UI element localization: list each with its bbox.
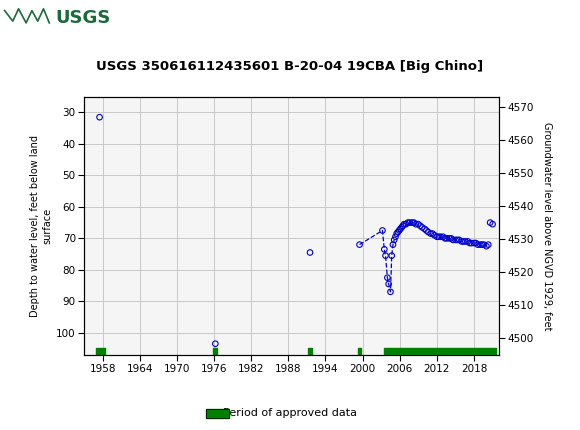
Point: [211, 340, 220, 347]
Point: [447, 235, 456, 242]
Point: [397, 224, 406, 231]
Point: [436, 233, 445, 240]
Point: [394, 227, 404, 234]
Point: [465, 240, 474, 246]
Text: USGS 350616112435601 B-20-04 19CBA [Big Chino]: USGS 350616112435601 B-20-04 19CBA [Big …: [96, 60, 484, 73]
Text: Period of approved data: Period of approved data: [223, 408, 357, 418]
Point: [398, 222, 408, 229]
Point: [389, 241, 398, 248]
Point: [455, 237, 464, 243]
Point: [434, 233, 443, 240]
Point: [411, 221, 420, 227]
Point: [409, 219, 419, 226]
Y-axis label: Groundwater level above NGVD 1929, feet: Groundwater level above NGVD 1929, feet: [542, 122, 552, 330]
Point: [378, 227, 387, 234]
Point: [428, 230, 437, 237]
Point: [422, 227, 431, 234]
Point: [430, 232, 439, 239]
Point: [457, 238, 466, 245]
Point: [392, 230, 401, 237]
Point: [488, 221, 497, 227]
Point: [95, 114, 104, 121]
Point: [355, 241, 364, 248]
Bar: [3, 3, 102, 32]
Point: [485, 219, 495, 226]
Point: [408, 219, 417, 226]
Point: [482, 243, 491, 250]
Point: [390, 237, 399, 243]
Point: [477, 241, 487, 248]
Point: [469, 240, 478, 246]
Point: [461, 238, 470, 245]
Point: [448, 237, 458, 243]
Point: [405, 219, 414, 226]
Point: [396, 225, 405, 232]
Text: USGS: USGS: [55, 9, 110, 27]
Point: [387, 252, 396, 259]
Point: [463, 238, 473, 245]
Point: [386, 289, 395, 295]
Point: [415, 222, 425, 229]
Point: [423, 229, 433, 236]
Point: [484, 241, 493, 248]
Point: [383, 274, 392, 281]
Point: [420, 225, 429, 232]
Point: [306, 249, 315, 256]
Point: [426, 230, 436, 237]
Point: [384, 280, 393, 287]
Point: [418, 224, 427, 231]
Point: [401, 221, 411, 227]
Point: [473, 241, 483, 248]
Point: [445, 235, 454, 242]
Point: [400, 221, 409, 227]
Point: [467, 240, 476, 246]
Point: [393, 229, 403, 236]
Point: [432, 233, 441, 240]
Point: [452, 237, 462, 243]
Point: [472, 240, 481, 246]
Point: [391, 233, 400, 240]
Point: [440, 235, 450, 242]
Point: [442, 235, 451, 242]
Point: [414, 221, 423, 227]
Point: [459, 238, 468, 245]
Point: [451, 237, 460, 243]
Point: [403, 219, 412, 226]
Point: [380, 246, 389, 253]
Point: [479, 241, 488, 248]
Point: [438, 233, 448, 240]
Y-axis label: Depth to water level, feet below land
surface: Depth to water level, feet below land su…: [30, 135, 52, 317]
Point: [476, 241, 485, 248]
Point: [381, 252, 390, 259]
